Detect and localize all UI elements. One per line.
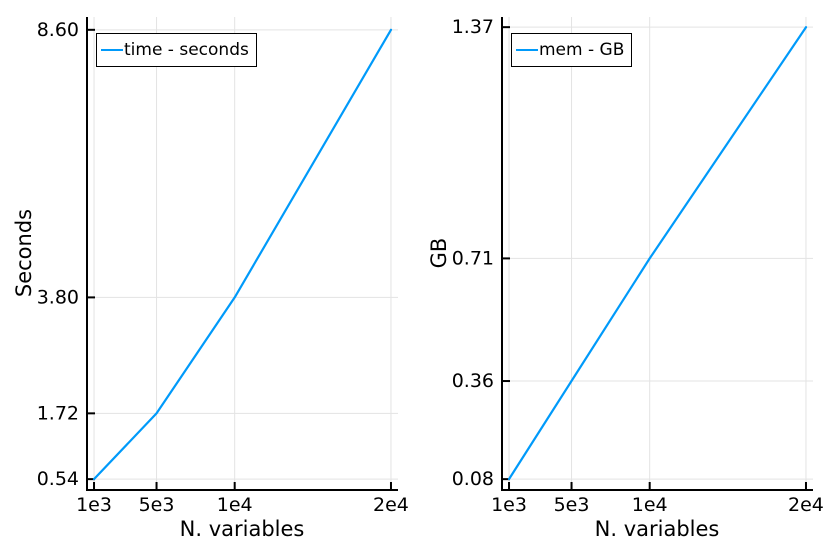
series-line xyxy=(92,28,393,481)
x-tick-label: 5e3 xyxy=(139,494,175,516)
memory-y-axis-label: GB xyxy=(427,237,451,269)
time-y-axis-label: Seconds xyxy=(12,208,36,298)
time-legend-label: time - seconds xyxy=(124,40,249,60)
x-tick-label: 1e3 xyxy=(76,494,112,516)
y-tick-label: 0.08 xyxy=(452,468,494,490)
y-tick-label: 1.72 xyxy=(37,402,79,424)
memory-x-axis-label: N. variables xyxy=(594,517,720,541)
time-chart-canvas: 1e3 5e3 1e4 2e4 0.54 1.72 3.80 8.60 xyxy=(37,17,409,516)
memory-legend-label: mem - GB xyxy=(539,40,625,60)
y-tick-label: 0.71 xyxy=(452,247,494,269)
time-legend: time - seconds xyxy=(96,33,257,67)
x-tick-label: 1e4 xyxy=(217,494,253,516)
memory-chart-canvas: 1e3 5e3 1e4 2e4 0.08 0.36 0.71 1.37 xyxy=(452,16,824,516)
time-plot-panel: 1e3 5e3 1e4 2e4 0.54 1.72 3.80 8.60 Seconds N. … xyxy=(12,17,409,541)
y-tick-label: 0.36 xyxy=(452,370,494,392)
y-tick-label: 8.60 xyxy=(37,19,79,41)
y-tick-label: 0.54 xyxy=(37,468,79,490)
x-tick-label: 2e4 xyxy=(788,494,824,516)
series-line xyxy=(507,26,808,481)
time-x-axis-label: N. variables xyxy=(179,517,305,541)
y-tick-label: 3.80 xyxy=(37,286,79,308)
y-tick-label: 1.37 xyxy=(452,16,494,38)
x-tick-label: 1e3 xyxy=(491,494,527,516)
x-tick-label: 2e4 xyxy=(373,494,409,516)
x-tick-label: 1e4 xyxy=(632,494,668,516)
x-tick-label: 5e3 xyxy=(554,494,590,516)
legend-line-sample-icon xyxy=(516,48,538,52)
legend-line-sample-icon xyxy=(101,48,123,52)
memory-plot-panel: 1e3 5e3 1e4 2e4 0.08 0.36 0.71 1.37 GB N. varia… xyxy=(415,0,830,554)
memory-legend: mem - GB xyxy=(511,33,633,67)
